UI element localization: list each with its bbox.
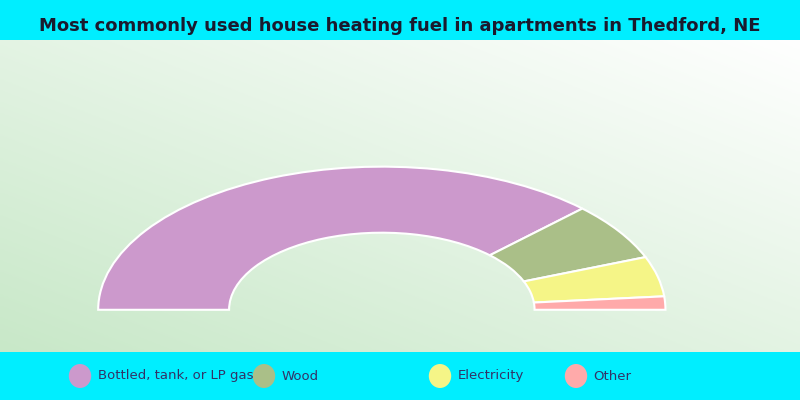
Text: Electricity: Electricity (458, 370, 524, 382)
Wedge shape (98, 167, 582, 310)
Ellipse shape (565, 364, 587, 388)
Text: Bottled, tank, or LP gas: Bottled, tank, or LP gas (98, 370, 253, 382)
Text: Other: Other (594, 370, 632, 382)
Ellipse shape (69, 364, 91, 388)
Text: Most commonly used house heating fuel in apartments in Thedford, NE: Most commonly used house heating fuel in… (39, 17, 761, 35)
Text: Wood: Wood (282, 370, 318, 382)
Ellipse shape (429, 364, 451, 388)
Wedge shape (534, 296, 666, 310)
Wedge shape (490, 208, 646, 282)
Ellipse shape (253, 364, 275, 388)
Wedge shape (524, 257, 664, 302)
